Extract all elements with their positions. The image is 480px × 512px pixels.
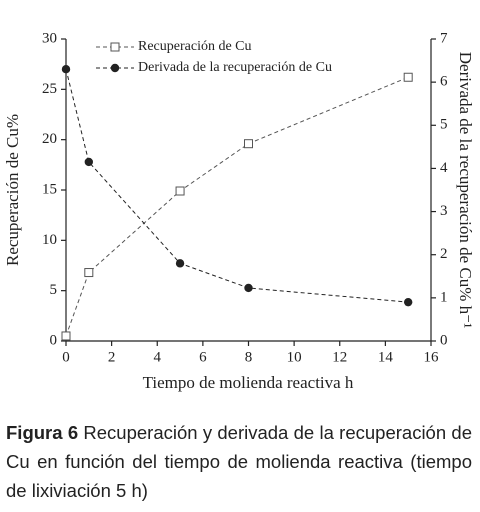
y2-tick-label: 4 bbox=[440, 160, 448, 176]
chart: Recuperación de Cu% Derivada de la recup… bbox=[3, 30, 475, 392]
y-axis-label: Recuperación de Cu% bbox=[3, 114, 22, 266]
y2-tick-label: 1 bbox=[440, 289, 448, 305]
data-point bbox=[175, 259, 185, 268]
data-point bbox=[61, 65, 71, 74]
y-tick-label: 0 bbox=[50, 332, 58, 348]
y-tick-label: 15 bbox=[42, 181, 57, 197]
data-point bbox=[403, 297, 413, 307]
x-tick-label: 16 bbox=[424, 349, 440, 365]
y-tick-label: 20 bbox=[42, 131, 57, 147]
x-tick-label: 4 bbox=[154, 349, 162, 365]
y2-tick-label: 2 bbox=[440, 246, 448, 262]
x-tick-label: 14 bbox=[378, 349, 394, 365]
x-tick-label: 8 bbox=[245, 349, 253, 365]
legend-marker bbox=[110, 63, 120, 73]
data-point bbox=[403, 72, 413, 82]
y2-axis-label: Derivada de la recuperación de Cu% h⁻¹ bbox=[456, 52, 475, 329]
y-tick-label: 25 bbox=[42, 81, 57, 97]
x-tick-label: 10 bbox=[287, 349, 302, 365]
y-tick-label: 30 bbox=[42, 30, 57, 46]
y2-tick-label: 5 bbox=[440, 117, 448, 133]
caption-text: Recuperación y derivada de la recuperaci… bbox=[6, 422, 472, 501]
caption-label: Figura 6 bbox=[6, 422, 79, 443]
x-tick-label: 0 bbox=[62, 349, 70, 365]
y2-tick-label: 0 bbox=[440, 332, 448, 348]
x-tick-label: 6 bbox=[199, 349, 207, 365]
y2-tick-label: 6 bbox=[440, 74, 448, 90]
data-point bbox=[244, 283, 253, 293]
y-tick-label: 10 bbox=[42, 232, 57, 248]
legend-marker bbox=[110, 42, 120, 52]
data-point bbox=[84, 268, 94, 278]
x-tick-label: 12 bbox=[332, 349, 347, 365]
series-line bbox=[65, 69, 409, 303]
y2-tick-label: 3 bbox=[440, 203, 448, 219]
data-point bbox=[61, 331, 71, 341]
legend-label: Recuperación de Cu bbox=[138, 39, 252, 54]
data-point bbox=[175, 186, 185, 196]
data-point bbox=[84, 157, 94, 167]
x-tick-label: 2 bbox=[108, 349, 116, 365]
data-point bbox=[244, 139, 253, 149]
legend-label: Derivada de la recuperación de Cu bbox=[138, 60, 332, 75]
caption: Figura 6 Recuperación y derivada de la r… bbox=[6, 418, 472, 505]
y-tick-label: 5 bbox=[50, 282, 58, 298]
y2-tick-label: 7 bbox=[440, 30, 448, 46]
x-axis-label: Tiempo de molienda reactiva h bbox=[143, 373, 354, 392]
